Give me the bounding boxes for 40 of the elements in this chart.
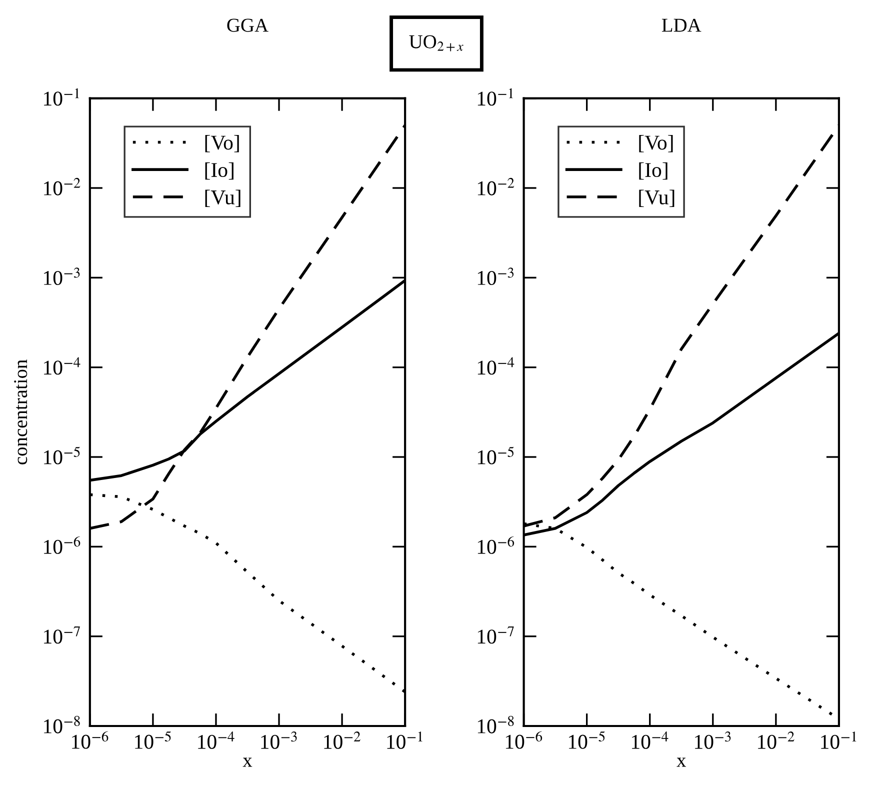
y-tick-label: 10$^{−3}$ — [44, 268, 80, 286]
x-tick-label: 10$^{−6}$ — [72, 731, 108, 749]
x-tick-label: 10$^{−1}$ — [387, 731, 422, 749]
chart-title: LDA — [662, 18, 702, 32]
y-tick-label: 10$^{−7}$ — [478, 626, 514, 644]
legend-label: [Vu] — [205, 190, 240, 207]
y-tick-label: 10$^{−5}$ — [44, 446, 80, 464]
y-tick-label: 10$^{−3}$ — [478, 268, 514, 286]
x-tick-label: 10$^{−3}$ — [261, 731, 297, 749]
y-tick-label: 10$^{−1}$ — [44, 88, 80, 106]
chart-title: GGA — [227, 18, 268, 32]
x-tick-label: 10$^{−6}$ — [506, 731, 542, 749]
x-axis-title: x — [242, 758, 252, 767]
legend-label: [Vo] — [639, 135, 673, 152]
y-tick-label: 10$^{−8}$ — [44, 716, 80, 734]
y-tick-label: 10$^{−2}$ — [478, 178, 514, 196]
y-tick-label: 10$^{−8}$ — [478, 716, 514, 734]
y-tick-label: 10$^{−6}$ — [44, 536, 80, 554]
legend-label: [Io] — [639, 162, 668, 180]
x-tick-label: 10$^{−4}$ — [632, 731, 668, 749]
x-tick-label: 10$^{−5}$ — [568, 731, 605, 749]
y-tick-label: 10$^{−5}$ — [478, 446, 514, 464]
y-tick-label: 10$^{−7}$ — [44, 626, 80, 644]
legend-label: [Vo] — [205, 135, 239, 152]
y-tick-label: 10$^{−6}$ — [478, 536, 514, 554]
x-tick-label: 10$^{−2}$ — [758, 731, 794, 749]
y-tick-label: 10$^{−2}$ — [44, 178, 80, 196]
legend-label: [Vu] — [639, 190, 674, 207]
x-tick-label: 10$^{−1}$ — [821, 731, 856, 749]
y-tick-label: 10$^{−4}$ — [44, 357, 80, 375]
x-axis-title: x — [676, 758, 686, 767]
y-axis-title: concentration — [14, 360, 28, 464]
x-tick-label: 10$^{−3}$ — [695, 731, 731, 749]
text: UO$_{2+x}$ — [409, 35, 464, 52]
x-tick-label: 10$^{−5}$ — [135, 731, 171, 749]
y-tick-label: 10$^{−1}$ — [478, 88, 513, 106]
x-tick-label: 10$^{−2}$ — [324, 731, 360, 749]
y-tick-label: 10$^{−4}$ — [478, 357, 514, 375]
x-tick-label: 10$^{−4}$ — [198, 731, 234, 749]
legend-label: [Io] — [205, 162, 234, 180]
